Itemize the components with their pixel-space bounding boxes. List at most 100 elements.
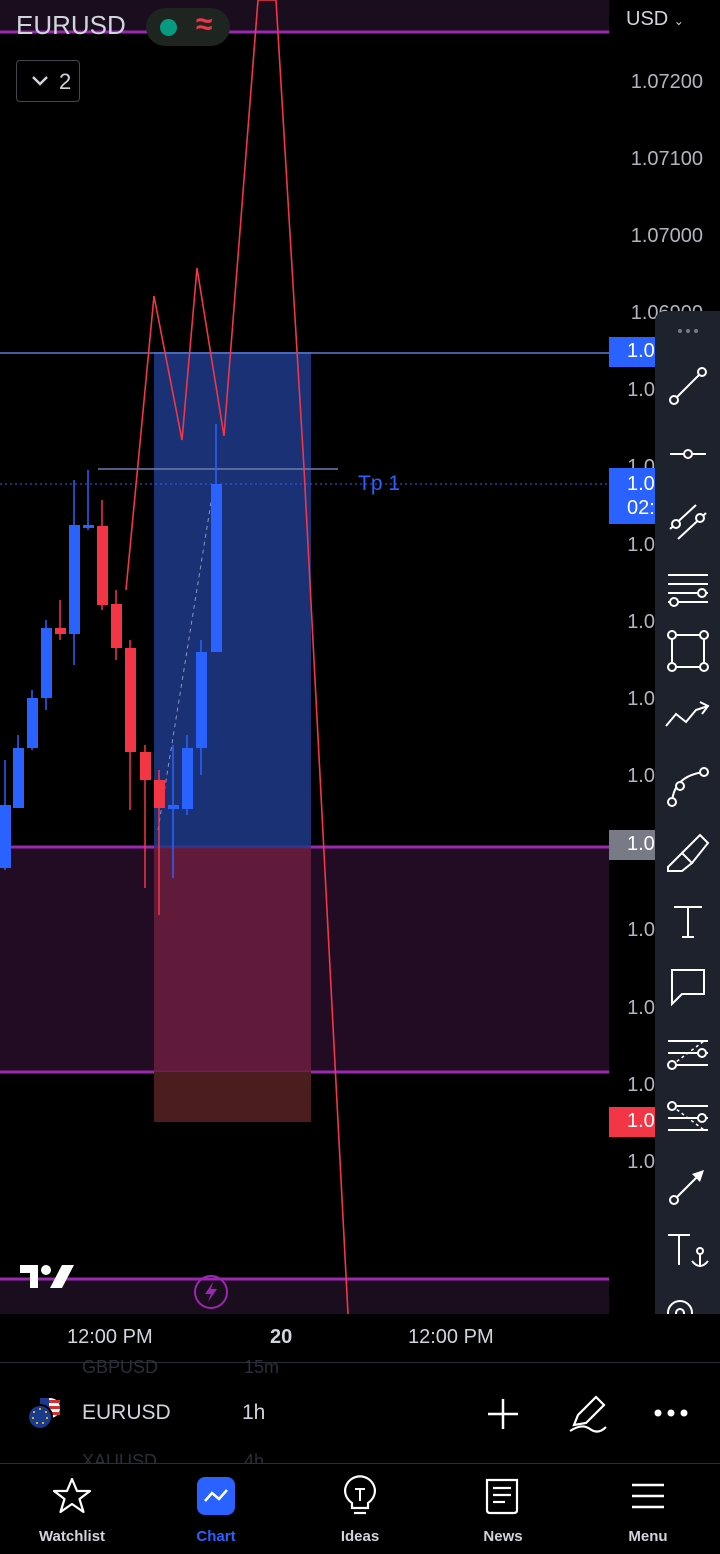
price-tick: 1.07200	[630, 71, 703, 93]
lightbulb-icon	[338, 1474, 382, 1518]
price-tick: 1.0	[627, 765, 655, 787]
nav-label: Ideas	[340, 1528, 380, 1545]
chart-svg[interactable]	[0, 0, 720, 1314]
symbol-bar: GBPUSD 15m XAUUSD 4h EURUSD 1h	[0, 1357, 720, 1471]
position-loss-zone-extension	[154, 1072, 311, 1122]
parallel-channel-icon[interactable]	[655, 491, 720, 551]
candle-body	[125, 648, 136, 752]
candle-body	[69, 525, 80, 634]
arrow-tool-icon[interactable]	[655, 1156, 720, 1216]
star-icon	[50, 1474, 94, 1518]
time-label-date: 20	[270, 1326, 293, 1348]
curve-icon[interactable]	[655, 756, 720, 816]
price-tick: 1.0	[627, 1074, 655, 1096]
nav-chart[interactable]: Chart	[156, 1464, 276, 1554]
ghost-symbol: GBPUSD	[82, 1357, 159, 1377]
chart-symbol[interactable]: EURUSD	[16, 10, 126, 40]
indicators-count: 2	[59, 69, 72, 94]
callout-icon[interactable]	[655, 956, 720, 1016]
candle-body	[182, 748, 193, 809]
nav-menu[interactable]: Menu	[588, 1464, 708, 1554]
candle-body	[0, 805, 11, 868]
price-tick: 1.0	[627, 919, 655, 941]
market-open-dot	[160, 19, 177, 36]
candle-body	[13, 748, 24, 808]
candle-body	[154, 780, 165, 808]
time-label: 12:00 PM	[408, 1326, 494, 1348]
candle-body	[196, 652, 207, 748]
fib-extension-icon[interactable]	[655, 1023, 720, 1083]
candle-countdown: 02:	[627, 497, 655, 519]
nav-label: Menu	[628, 1528, 668, 1545]
candle-body	[211, 484, 222, 652]
horizontal-ray-icon[interactable]	[655, 424, 720, 484]
upper-zone	[0, 0, 609, 32]
currency-label: USD	[626, 8, 669, 30]
news-icon	[481, 1474, 525, 1518]
indicators-toggle-button[interactable]: 2	[16, 60, 80, 102]
brush-icon[interactable]	[655, 823, 720, 883]
nav-news[interactable]: News	[443, 1464, 563, 1554]
drawing-pencil-icon[interactable]	[568, 1393, 608, 1433]
lower-zone	[0, 1279, 609, 1314]
price-tick: 1.0	[627, 534, 655, 556]
eurusd-flag-icon	[27, 1398, 60, 1430]
candle-body	[140, 752, 151, 780]
price-tick: 1.0	[627, 1151, 655, 1173]
drawing-toolbar	[655, 311, 720, 1314]
price-tick: 1.0	[627, 611, 655, 633]
time-label: 12:00 PM	[67, 1326, 153, 1348]
candle-body	[55, 628, 66, 634]
nav-watchlist[interactable]: Watchlist	[12, 1464, 132, 1554]
data-delay-icon: ≈	[196, 8, 213, 41]
stop-price-tag: 1.0	[609, 1107, 655, 1137]
trend-line-icon[interactable]	[655, 356, 720, 416]
candles-group	[0, 424, 222, 915]
price-tick: 1.0	[627, 997, 655, 1019]
price-tick: 1.0	[627, 379, 655, 401]
position-path-line	[157, 483, 215, 831]
candle-body	[83, 525, 94, 528]
candle-body	[27, 698, 38, 748]
fib-retracement-icon[interactable]	[655, 559, 720, 619]
anchored-note-icon[interactable]	[655, 1289, 720, 1314]
fib-channel-icon[interactable]	[655, 1088, 720, 1148]
chart-canvas[interactable]: EURUSD ≈ 2 USD ⌄ 1.07200 1.07100 1.07000…	[0, 0, 720, 1314]
current-price-value: 1.0	[627, 473, 655, 495]
market-status-pill[interactable]	[146, 8, 230, 46]
lightning-icon[interactable]	[193, 1274, 229, 1310]
price-tick: 1.07100	[630, 148, 703, 170]
toolbar-drag-handle[interactable]	[655, 311, 720, 351]
current-price-tag: 1.0 02:	[609, 468, 655, 524]
more-options-icon[interactable]	[652, 1403, 690, 1423]
candle-body	[97, 526, 108, 605]
chart-icon	[194, 1474, 238, 1518]
candle-body	[111, 604, 122, 648]
candle-body	[41, 628, 52, 698]
rectangle-icon[interactable]	[655, 621, 720, 681]
menu-icon	[626, 1474, 670, 1518]
nav-label: News	[483, 1528, 523, 1545]
nav-ideas[interactable]: Ideas	[300, 1464, 420, 1554]
chevron-down-icon: ⌄	[673, 14, 684, 28]
path-icon[interactable]	[655, 688, 720, 748]
candle-body	[168, 805, 179, 809]
tradingview-logo-icon	[20, 1265, 74, 1288]
entry-price-tag: 1.0	[609, 830, 655, 860]
text-tool-icon[interactable]	[655, 891, 720, 951]
add-icon[interactable]	[486, 1397, 520, 1431]
interval-selector[interactable]: 1h	[242, 1401, 266, 1424]
currency-selector[interactable]: USD ⌄	[626, 8, 684, 31]
position-loss-zone	[154, 847, 311, 1072]
symbol-name[interactable]: EURUSD	[82, 1401, 171, 1424]
bottom-navigation: Watchlist Chart Ideas News Menu	[0, 1463, 720, 1554]
position-profit-zone	[154, 352, 311, 847]
anchored-text-icon[interactable]	[655, 1221, 720, 1281]
price-tick: 1.0	[627, 688, 655, 710]
tp-label: Tp 1	[358, 472, 401, 495]
drawn-path	[125, 0, 349, 1314]
ghost-interval: 15m	[244, 1357, 280, 1377]
time-axis[interactable]	[0, 1314, 720, 1363]
price-tick: 1.07000	[630, 225, 703, 247]
target-price-tag: 1.0	[609, 337, 655, 367]
